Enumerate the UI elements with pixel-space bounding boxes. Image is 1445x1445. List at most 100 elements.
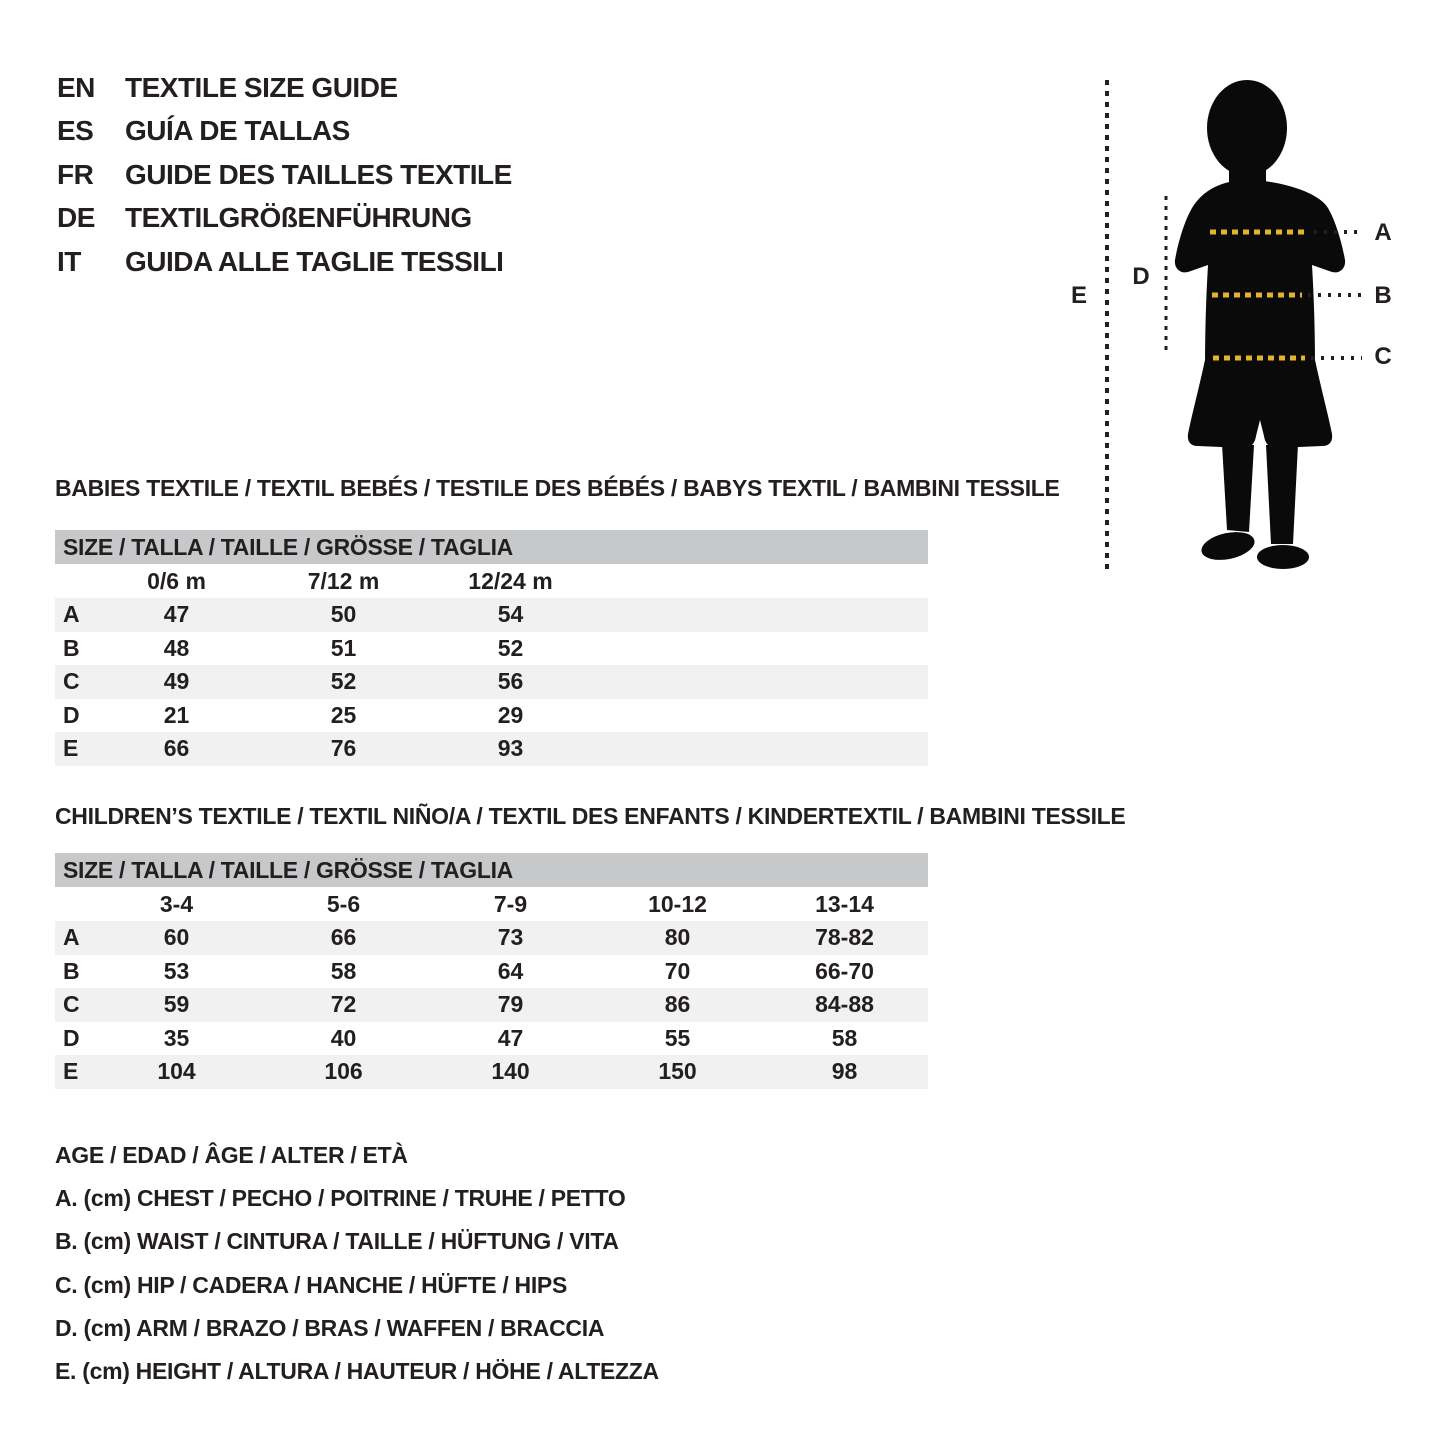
babies-column-header-row: 0/6 m 7/12 m 12/24 m xyxy=(55,564,928,598)
row-filler xyxy=(594,699,928,733)
size-header-label: SIZE / TALLA / TAILLE / GRÖSSE / TAGLIA xyxy=(63,857,513,883)
table-cell: 51 xyxy=(330,634,357,661)
language-row-fr: FR GUIDE DES TAILLES TEXTILE xyxy=(57,153,512,197)
children-column-header-row: 3-4 5-6 7-9 10-12 13-14 xyxy=(55,887,928,921)
language-code: ES xyxy=(57,115,94,147)
table-cell: 47 xyxy=(163,601,190,627)
table-cell: 104 xyxy=(157,1058,196,1084)
table-cell: 98 xyxy=(831,1058,858,1084)
table-cell: 25 xyxy=(330,701,357,728)
table-cell: 53 xyxy=(163,957,190,984)
table-row: D 35 40 47 55 58 xyxy=(55,1022,928,1056)
language-title-list: EN TEXTILE SIZE GUIDE ES GUÍA DE TALLAS … xyxy=(57,66,512,284)
child-silhouette-figure xyxy=(1105,80,1362,573)
children-section-title: CHILDREN’S TEXTILE / TEXTIL NIÑO/A / TEX… xyxy=(55,803,1126,829)
column-header: 13-14 xyxy=(815,891,874,917)
row-label: E xyxy=(63,1058,79,1084)
guide-title: TEXTILGRÖßENFÜHRUNG xyxy=(125,202,472,234)
table-cell: 64 xyxy=(497,957,524,984)
table-cell: 66 xyxy=(163,735,190,761)
language-code: IT xyxy=(57,245,81,277)
table-cell: 52 xyxy=(330,668,357,694)
language-code: EN xyxy=(57,71,95,103)
size-header-bar: SIZE / TALLA / TAILLE / GRÖSSE / TAGLIA xyxy=(55,530,928,564)
table-row: D 21 25 29 xyxy=(55,699,928,733)
table-cell: 21 xyxy=(163,701,190,728)
table-row: E 66 76 93 xyxy=(55,732,928,766)
table-cell: 106 xyxy=(324,1058,363,1084)
language-code: DE xyxy=(57,202,95,234)
size-header-bar: SIZE / TALLA / TAILLE / GRÖSSE / TAGLIA xyxy=(55,853,928,887)
guide-title: GUIDE DES TAILLES TEXTILE xyxy=(125,158,512,190)
measure-label-c: C xyxy=(1374,343,1392,370)
table-cell: 76 xyxy=(330,735,357,761)
row-label: C xyxy=(63,668,80,694)
measure-label-e: E xyxy=(1070,282,1087,309)
guide-title: TEXTILE SIZE GUIDE xyxy=(125,71,398,103)
row-label-spacer xyxy=(55,564,93,598)
table-cell: 47 xyxy=(497,1024,524,1051)
babies-size-table: SIZE / TALLA / TAILLE / GRÖSSE / TAGLIA … xyxy=(55,530,928,766)
row-label: B xyxy=(63,634,80,661)
table-row: B 48 51 52 xyxy=(55,632,928,666)
table-cell: 84-88 xyxy=(815,991,874,1017)
measurement-diagram xyxy=(1050,60,1445,600)
table-row: C 59 72 79 86 84-88 xyxy=(55,988,928,1022)
table-cell: 80 xyxy=(664,924,691,950)
language-code: FR xyxy=(57,158,94,190)
table-cell: 66 xyxy=(330,924,357,950)
table-row: C 49 52 56 xyxy=(55,665,928,699)
table-cell: 52 xyxy=(497,634,524,661)
table-cell: 56 xyxy=(497,668,524,694)
measurement-legend: AGE / EDAD / ÂGE / ALTER / ETÀ A. (cm) C… xyxy=(55,1134,659,1393)
column-header: 10-12 xyxy=(648,891,707,917)
row-label: D xyxy=(63,1024,80,1051)
table-cell: 54 xyxy=(497,601,524,627)
table-cell: 79 xyxy=(497,991,524,1017)
legend-arm: D. (cm) ARM / BRAZO / BRAS / WAFFEN / BR… xyxy=(55,1314,605,1341)
language-row-it: IT GUIDA ALLE TAGLIE TESSILI xyxy=(57,240,512,284)
table-cell: 93 xyxy=(497,735,524,761)
column-header: 7/12 m xyxy=(307,568,380,594)
size-header-label: SIZE / TALLA / TAILLE / GRÖSSE / TAGLIA xyxy=(63,534,513,560)
row-filler xyxy=(594,665,928,699)
babies-section-title: BABIES TEXTILE / TEXTIL BEBÉS / TESTILE … xyxy=(55,475,1060,501)
legend-age: AGE / EDAD / ÂGE / ALTER / ETÀ xyxy=(55,1142,408,1168)
children-size-table: SIZE / TALLA / TAILLE / GRÖSSE / TAGLIA … xyxy=(55,853,928,1089)
column-header: 7-9 xyxy=(493,891,528,917)
row-label-spacer xyxy=(55,887,93,921)
legend-waist: B. (cm) WAIST / CINTURA / TAILLE / HÜFTU… xyxy=(55,1228,619,1255)
table-cell: 55 xyxy=(664,1024,691,1051)
column-header: 12/24 m xyxy=(468,568,553,594)
table-cell: 59 xyxy=(163,991,190,1017)
row-label: E xyxy=(63,735,79,761)
legend-chest: A. (cm) CHEST / PECHO / POITRINE / TRUHE… xyxy=(55,1185,626,1212)
guide-title: GUÍA DE TALLAS xyxy=(125,115,350,147)
measure-label-d: D xyxy=(1132,263,1150,290)
table-cell: 70 xyxy=(664,957,691,984)
child-silhouette xyxy=(1174,80,1346,569)
table-cell: 29 xyxy=(497,701,524,728)
column-header: 5-6 xyxy=(326,891,361,917)
table-cell: 150 xyxy=(658,1058,697,1084)
table-row: E 104 106 140 150 98 xyxy=(55,1055,928,1089)
row-label: C xyxy=(63,991,80,1017)
table-cell: 86 xyxy=(664,991,691,1017)
measure-label-a: A xyxy=(1374,219,1392,246)
row-label: A xyxy=(63,601,80,627)
guide-title: GUIDA ALLE TAGLIE TESSILI xyxy=(125,245,504,277)
row-filler xyxy=(594,632,928,666)
row-label: D xyxy=(63,701,80,728)
language-row-es: ES GUÍA DE TALLAS xyxy=(57,110,512,154)
table-cell: 78-82 xyxy=(815,924,874,950)
measure-label-b: B xyxy=(1374,282,1392,309)
legend-hip: C. (cm) HIP / CADERA / HANCHE / HÜFTE / … xyxy=(55,1271,568,1298)
table-cell: 58 xyxy=(831,1024,858,1051)
table-cell: 48 xyxy=(163,634,190,661)
row-label: A xyxy=(63,924,80,950)
column-header: 3-4 xyxy=(159,891,194,917)
table-row: A 47 50 54 xyxy=(55,598,928,632)
table-cell: 73 xyxy=(497,924,524,950)
table-row: A 60 66 73 80 78-82 xyxy=(55,921,928,955)
legend-height: E. (cm) HEIGHT / ALTURA / HAUTEUR / HÖHE… xyxy=(55,1357,659,1384)
